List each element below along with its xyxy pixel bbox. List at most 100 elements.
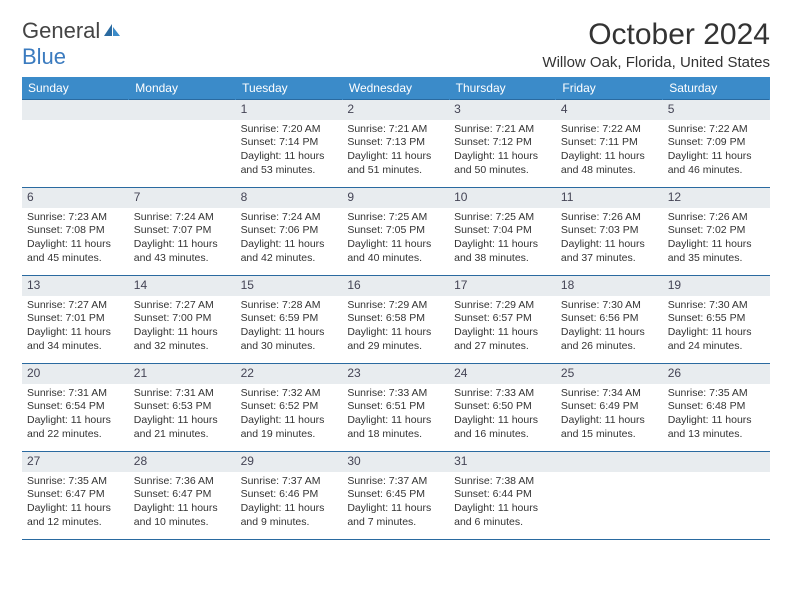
calendar-cell: 8Sunrise: 7:24 AMSunset: 7:06 PMDaylight… xyxy=(236,188,343,276)
daylight-line: Daylight: 11 hours and 19 minutes. xyxy=(241,414,338,441)
sunset-line: Sunset: 6:54 PM xyxy=(27,400,124,414)
sunset-line: Sunset: 7:12 PM xyxy=(454,136,551,150)
day-info: Sunrise: 7:21 AMSunset: 7:13 PMDaylight:… xyxy=(346,123,445,178)
sunset-line: Sunset: 6:51 PM xyxy=(347,400,444,414)
day-info: Sunrise: 7:21 AMSunset: 7:12 PMDaylight:… xyxy=(453,123,552,178)
day-number: 21 xyxy=(129,364,236,384)
calendar-row: 20Sunrise: 7:31 AMSunset: 6:54 PMDayligh… xyxy=(22,364,770,452)
daylight-line: Daylight: 11 hours and 22 minutes. xyxy=(27,414,124,441)
day-info: Sunrise: 7:25 AMSunset: 7:05 PMDaylight:… xyxy=(346,211,445,266)
sunset-line: Sunset: 6:56 PM xyxy=(561,312,658,326)
sunset-line: Sunset: 6:59 PM xyxy=(241,312,338,326)
calendar-cell: 12Sunrise: 7:26 AMSunset: 7:02 PMDayligh… xyxy=(663,188,770,276)
sunset-line: Sunset: 6:58 PM xyxy=(347,312,444,326)
sunrise-line: Sunrise: 7:32 AM xyxy=(241,387,338,401)
calendar-cell: 5Sunrise: 7:22 AMSunset: 7:09 PMDaylight… xyxy=(663,100,770,188)
day-number: 16 xyxy=(342,276,449,296)
sunset-line: Sunset: 7:06 PM xyxy=(241,224,338,238)
day-number: 29 xyxy=(236,452,343,472)
calendar-cell: 9Sunrise: 7:25 AMSunset: 7:05 PMDaylight… xyxy=(342,188,449,276)
day-info: Sunrise: 7:26 AMSunset: 7:02 PMDaylight:… xyxy=(667,211,766,266)
calendar-cell: 26Sunrise: 7:35 AMSunset: 6:48 PMDayligh… xyxy=(663,364,770,452)
day-number: 6 xyxy=(22,188,129,208)
calendar-cell: 3Sunrise: 7:21 AMSunset: 7:12 PMDaylight… xyxy=(449,100,556,188)
calendar-cell: 30Sunrise: 7:37 AMSunset: 6:45 PMDayligh… xyxy=(342,452,449,540)
day-number: 30 xyxy=(342,452,449,472)
daylight-line: Daylight: 11 hours and 40 minutes. xyxy=(347,238,444,265)
sunset-line: Sunset: 6:49 PM xyxy=(561,400,658,414)
day-number: 27 xyxy=(22,452,129,472)
daylight-line: Daylight: 11 hours and 30 minutes. xyxy=(241,326,338,353)
daylight-line: Daylight: 11 hours and 10 minutes. xyxy=(134,502,231,529)
sunset-line: Sunset: 7:07 PM xyxy=(134,224,231,238)
sunrise-line: Sunrise: 7:33 AM xyxy=(454,387,551,401)
sunset-line: Sunset: 7:02 PM xyxy=(668,224,765,238)
day-info: Sunrise: 7:22 AMSunset: 7:11 PMDaylight:… xyxy=(560,123,659,178)
brand-logo: General Blue xyxy=(22,18,122,70)
day-number: 26 xyxy=(663,364,770,384)
sunrise-line: Sunrise: 7:37 AM xyxy=(241,475,338,489)
daylight-line: Daylight: 11 hours and 15 minutes. xyxy=(561,414,658,441)
day-info: Sunrise: 7:35 AMSunset: 6:47 PMDaylight:… xyxy=(26,475,125,530)
calendar-cell: 28Sunrise: 7:36 AMSunset: 6:47 PMDayligh… xyxy=(129,452,236,540)
day-info: Sunrise: 7:28 AMSunset: 6:59 PMDaylight:… xyxy=(240,299,339,354)
day-number: 25 xyxy=(556,364,663,384)
calendar-cell: 13Sunrise: 7:27 AMSunset: 7:01 PMDayligh… xyxy=(22,276,129,364)
day-number: 19 xyxy=(663,276,770,296)
sunrise-line: Sunrise: 7:30 AM xyxy=(561,299,658,313)
sunrise-line: Sunrise: 7:37 AM xyxy=(347,475,444,489)
day-number: 7 xyxy=(129,188,236,208)
calendar-cell: 31Sunrise: 7:38 AMSunset: 6:44 PMDayligh… xyxy=(449,452,556,540)
daylight-line: Daylight: 11 hours and 53 minutes. xyxy=(241,150,338,177)
sunrise-line: Sunrise: 7:21 AM xyxy=(454,123,551,137)
sunset-line: Sunset: 7:00 PM xyxy=(134,312,231,326)
sunrise-line: Sunrise: 7:25 AM xyxy=(454,211,551,225)
sunrise-line: Sunrise: 7:23 AM xyxy=(27,211,124,225)
weekday-header: Saturday xyxy=(663,77,770,100)
day-number: 18 xyxy=(556,276,663,296)
day-info: Sunrise: 7:31 AMSunset: 6:54 PMDaylight:… xyxy=(26,387,125,442)
day-info: Sunrise: 7:36 AMSunset: 6:47 PMDaylight:… xyxy=(133,475,232,530)
daylight-line: Daylight: 11 hours and 32 minutes. xyxy=(134,326,231,353)
day-info: Sunrise: 7:24 AMSunset: 7:07 PMDaylight:… xyxy=(133,211,232,266)
day-number: 23 xyxy=(342,364,449,384)
day-info: Sunrise: 7:23 AMSunset: 7:08 PMDaylight:… xyxy=(26,211,125,266)
sunrise-line: Sunrise: 7:26 AM xyxy=(561,211,658,225)
sunset-line: Sunset: 6:45 PM xyxy=(347,488,444,502)
calendar-row: 27 Sunrise: 7:35 AMSunset: 6:47 PMDayligh… xyxy=(22,452,770,540)
day-info: Sunrise: 7:37 AMSunset: 6:46 PMDaylight:… xyxy=(240,475,339,530)
day-number: 8 xyxy=(236,188,343,208)
calendar-cell: 15Sunrise: 7:28 AMSunset: 6:59 PMDayligh… xyxy=(236,276,343,364)
sunset-line: Sunset: 6:48 PM xyxy=(668,400,765,414)
calendar-row: 1Sunrise: 7:20 AMSunset: 7:14 PMDaylight… xyxy=(22,100,770,188)
sunset-line: Sunset: 6:44 PM xyxy=(454,488,551,502)
day-info: Sunrise: 7:26 AMSunset: 7:03 PMDaylight:… xyxy=(560,211,659,266)
sunrise-line: Sunrise: 7:27 AM xyxy=(134,299,231,313)
calendar-cell: 4Sunrise: 7:22 AMSunset: 7:11 PMDaylight… xyxy=(556,100,663,188)
sunset-line: Sunset: 6:46 PM xyxy=(241,488,338,502)
sunrise-line: Sunrise: 7:30 AM xyxy=(668,299,765,313)
day-number: 31 xyxy=(449,452,556,472)
calendar-row: 6Sunrise: 7:23 AMSunset: 7:08 PMDaylight… xyxy=(22,188,770,276)
sunrise-line: Sunrise: 7:20 AM xyxy=(241,123,338,137)
weekday-header: Monday xyxy=(129,77,236,100)
day-info: Sunrise: 7:33 AMSunset: 6:50 PMDaylight:… xyxy=(453,387,552,442)
sunset-line: Sunset: 7:08 PM xyxy=(27,224,124,238)
month-title: October 2024 xyxy=(542,18,770,52)
daylight-line: Daylight: 11 hours and 51 minutes. xyxy=(347,150,444,177)
calendar-body: 1Sunrise: 7:20 AMSunset: 7:14 PMDaylight… xyxy=(22,100,770,540)
calendar-cell: 25 Sunrise: 7:34 AMSunset: 6:49 PMDayligh… xyxy=(556,364,663,452)
day-number: 17 xyxy=(449,276,556,296)
sunrise-line: Sunrise: 7:34 AM xyxy=(561,387,658,401)
sunset-line: Sunset: 6:53 PM xyxy=(134,400,231,414)
day-info: Sunrise: 7:30 AMSunset: 6:55 PMDaylight:… xyxy=(667,299,766,354)
sunrise-line: Sunrise: 7:25 AM xyxy=(347,211,444,225)
day-number: 11 xyxy=(556,188,663,208)
sunset-line: Sunset: 6:55 PM xyxy=(668,312,765,326)
weekday-header: Sunday xyxy=(22,77,129,100)
day-number: 14 xyxy=(129,276,236,296)
daylight-line: Daylight: 11 hours and 46 minutes. xyxy=(668,150,765,177)
calendar-cell: 16Sunrise: 7:29 AMSunset: 6:58 PMDayligh… xyxy=(342,276,449,364)
daylight-line: Daylight: 11 hours and 29 minutes. xyxy=(347,326,444,353)
calendar-cell: 11 Sunrise: 7:26 AMSunset: 7:03 PMDayligh… xyxy=(556,188,663,276)
